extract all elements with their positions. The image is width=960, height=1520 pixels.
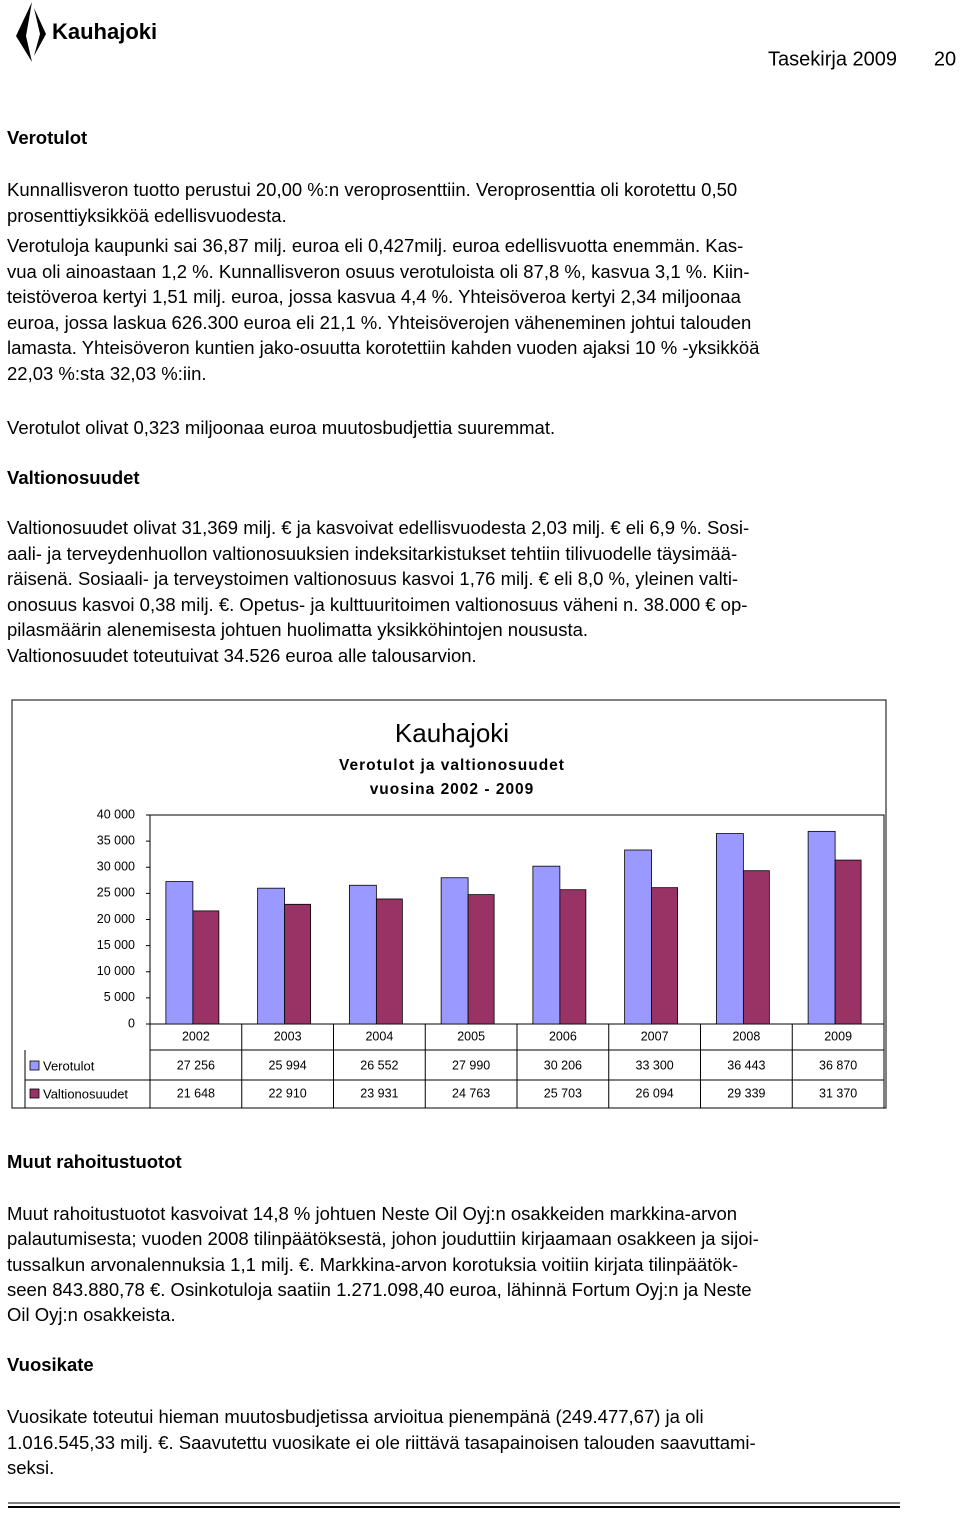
bar: [467, 894, 495, 1025]
logo-text: Kauhajoki: [52, 19, 157, 44]
data-label: 30 206: [544, 1058, 582, 1072]
text-line: teistöveroa kertyi 1,51 milj. euroa, jos…: [7, 286, 741, 308]
y-tick-label: 5 000: [104, 990, 135, 1004]
bar: [559, 889, 587, 1025]
bar: [624, 849, 653, 1025]
bar: [165, 881, 194, 1025]
data-label: 33 300: [636, 1058, 674, 1072]
paragraph: Kunnallisveron tuotto perustui 20,00 %:n…: [7, 177, 737, 228]
data-label: 36 443: [727, 1058, 765, 1072]
x-tick-label: 2008: [732, 1029, 760, 1043]
doc-title: Tasekirja 2009: [768, 48, 897, 70]
text-line: Valtionosuudet toteutuivat 34.526 euroa …: [7, 644, 477, 666]
text-line: Kunnallisveron tuotto perustui 20,00 %:n…: [7, 179, 738, 200]
x-tick-label: 2003: [274, 1029, 302, 1043]
text-line: räisenä. Sosiaali- ja terveystoimen valt…: [7, 568, 739, 590]
x-tick-label: 2005: [457, 1029, 485, 1043]
data-label: 29 339: [727, 1086, 765, 1100]
y-tick-label: 10 000: [97, 964, 135, 978]
y-tick-label: 40 000: [97, 807, 135, 821]
legend-swatch: [29, 1088, 40, 1099]
y-tick-label: 30 000: [97, 860, 135, 874]
data-label: 23 931: [360, 1086, 398, 1100]
legend-swatch: [29, 1060, 40, 1071]
bar: [257, 887, 286, 1025]
text-line: euroa, jossa laskua 626.300 euroa eli 21…: [7, 311, 752, 333]
legend-label: Verotulot: [43, 1058, 95, 1073]
chart-subtitle: vuosina 2002 - 2009: [370, 781, 535, 798]
bar: [532, 865, 561, 1025]
heading: Valtionosuudet: [7, 467, 140, 488]
text-line: seksi.: [7, 1457, 55, 1479]
paragraph: Vuosikate toteutui hieman muutosbudjetis…: [7, 1404, 756, 1481]
chart-subtitle: Verotulot ja valtionosuudet: [339, 757, 565, 774]
text-line: lamasta. Yhteisöveron kuntien jako-osuut…: [7, 337, 760, 359]
paragraph: Verotulot olivat 0,323 miljoonaa euroa m…: [7, 415, 555, 441]
text-line: Valtionosuudet olivat 31,369 milj. € ja …: [7, 517, 750, 538]
data-label: 36 870: [819, 1058, 857, 1072]
text-line: seen 843.880,78 €. Osinkotuloja saatiin …: [7, 1278, 752, 1300]
x-tick-label: 2004: [365, 1029, 393, 1043]
y-tick-label: 25 000: [97, 886, 135, 900]
y-tick-label: 20 000: [97, 912, 135, 926]
data-label: 25 703: [544, 1086, 582, 1100]
data-label: 27 256: [177, 1058, 215, 1072]
x-tick-label: 2002: [182, 1029, 210, 1043]
x-tick-label: 2009: [824, 1029, 852, 1043]
text-line: prosenttiyksikköä edellisvuodesta.: [7, 204, 287, 226]
page-number: 20: [934, 48, 956, 70]
chart: Kauhajoki Verotulot ja valtionosuudet vu…: [11, 699, 887, 1109]
text-line: palautumisesta; vuoden 2008 tilinpäätöks…: [7, 1228, 759, 1250]
y-tick-label: 35 000: [97, 833, 135, 847]
bar: [742, 870, 770, 1025]
data-label: 26 552: [360, 1058, 398, 1072]
bar: [192, 910, 220, 1025]
paragraph: Verotuloja kaupunki sai 36,87 milj. euro…: [7, 233, 759, 387]
text-line: 1.016.545,33 milj. €. Saavutettu vuosika…: [7, 1431, 756, 1453]
text-line: Vuosikate toteutui hieman muutosbudjetis…: [7, 1406, 704, 1427]
y-tick-label: 0: [128, 1016, 135, 1030]
text-line: 22,03 %:sta 32,03 %:iin.: [7, 362, 207, 384]
data-label: 24 763: [452, 1086, 490, 1100]
text-line: Oil Oyj:n osakkeista.: [7, 1304, 176, 1326]
bar: [807, 830, 836, 1025]
bar: [375, 898, 403, 1025]
bar: [440, 877, 469, 1025]
chart-title: Kauhajoki: [395, 718, 509, 748]
text-line: Verotulot olivat 0,323 miljoonaa euroa m…: [7, 417, 556, 438]
x-tick-label: 2007: [641, 1029, 669, 1043]
data-label: 22 910: [269, 1086, 307, 1100]
bar: [284, 903, 312, 1025]
x-tick-label: 2006: [549, 1029, 577, 1043]
bar: [834, 859, 862, 1025]
data-label: 21 648: [177, 1086, 215, 1100]
text-line: aali- ja terveydenhuollon valtionosuuksi…: [7, 542, 738, 564]
paragraph: Valtionosuudet olivat 31,369 milj. € ja …: [7, 515, 749, 669]
text-line: vua oli ainoastaan 1,2 %. Kunnallisveron…: [7, 260, 750, 282]
heading: Verotulot: [7, 127, 88, 148]
paragraph: Muut rahoitustuotot kasvoivat 14,8 % joh…: [7, 1201, 759, 1327]
legend-label: Valtionosuudet: [43, 1086, 128, 1101]
text-line: onosuus kasvoi 0,38 milj. €. Opetus- ja …: [7, 593, 748, 615]
bar: [348, 884, 377, 1025]
bar: [715, 833, 744, 1025]
data-label: 27 990: [452, 1058, 490, 1072]
text-line: Muut rahoitustuotot kasvoivat 14,8 % joh…: [7, 1203, 738, 1224]
text-line: pilasmäärin alenemisesta johtuen huolima…: [7, 619, 589, 641]
text-line: Verotuloja kaupunki sai 36,87 milj. euro…: [7, 235, 744, 256]
text-line: tussalkun arvonalennuksia 1,1 milj. €. M…: [7, 1253, 739, 1275]
data-label: 26 094: [636, 1086, 674, 1100]
bar: [651, 887, 679, 1025]
data-label: 31 370: [819, 1086, 857, 1100]
heading: Vuosikate: [7, 1354, 94, 1375]
y-tick-label: 15 000: [97, 938, 135, 952]
logo: Kauhajoki: [16, 2, 157, 62]
heading: Muut rahoitustuotot: [7, 1151, 182, 1172]
data-label: 25 994: [269, 1058, 307, 1072]
